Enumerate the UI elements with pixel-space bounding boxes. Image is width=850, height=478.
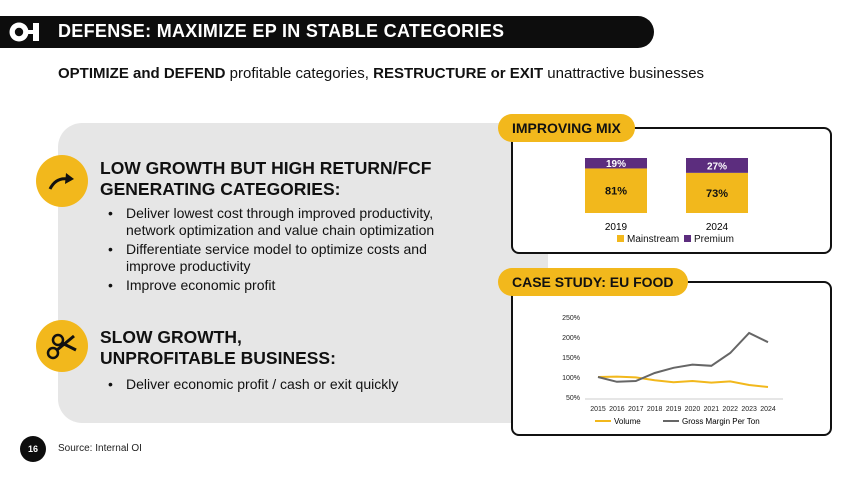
x-tick-label: 2023 (741, 406, 757, 413)
x-tick-label: 2024 (706, 222, 729, 233)
trend-arrow-icon (36, 155, 88, 207)
section-heading-unprofitable: SLOW GROWTH, UNPROFITABLE BUSINESS: (100, 327, 336, 369)
scissors-icon (36, 320, 88, 372)
series-line-gross-margin (597, 331, 769, 383)
legend-label: Premium (694, 234, 734, 245)
subtitle-emphasis-1: OPTIMIZE and DEFEND (58, 65, 226, 82)
case-study-title: CASE STUDY: EU FOOD (498, 268, 688, 296)
improving-mix-card: 81% 19% 73% 27% 2019 2024 Mainstream Premiu… (511, 127, 832, 254)
oi-logo-icon (9, 22, 39, 42)
x-tick-label: 2024 (760, 406, 776, 413)
x-tick-label: 2019 (666, 406, 682, 413)
source-note: Source: Internal OI (58, 443, 142, 454)
legend-label: Mainstream (627, 234, 679, 245)
y-tick-label: 200% (562, 335, 580, 342)
bar-mainstream (585, 168, 647, 213)
page-number: 16 (20, 436, 46, 462)
bullet-list-high-return: Deliver lowest cost through improved pro… (108, 205, 478, 296)
y-tick-label: 150% (562, 355, 580, 362)
legend-swatch-mainstream (617, 235, 624, 242)
case-study-card: 250% 200% 150% 100% 50% 2015 2016 2017 2018 2019 2… (511, 281, 832, 436)
bar-mainstream (686, 172, 748, 213)
section-heading-line: LOW GROWTH BUT HIGH RETURN/FCF (100, 158, 432, 178)
bar-premium (686, 158, 748, 173)
section-heading-line: UNPROFITABLE BUSINESS: (100, 348, 336, 368)
x-tick-label: 2022 (722, 406, 738, 413)
x-tick-label: 2018 (647, 406, 663, 413)
x-tick-label: 2019 (605, 222, 628, 233)
section-heading-line: GENERATING CATEGORIES: (100, 179, 341, 199)
legend-label: Volume (614, 417, 641, 426)
legend-label: Gross Margin Per Ton (682, 417, 760, 426)
subtitle-emphasis-2: RESTRUCTURE or EXIT (373, 65, 544, 82)
x-tick-label: 2017 (628, 406, 644, 413)
data-label-mainstream: 73% (706, 188, 728, 200)
y-tick-label: 250% (562, 315, 580, 322)
data-label-premium: 19% (606, 159, 626, 170)
section-heading-line: SLOW GROWTH, (100, 327, 242, 347)
bullet-item: Differentiate service model to optimize … (108, 241, 478, 275)
y-tick-label: 100% (562, 375, 580, 382)
data-label-premium: 27% (707, 161, 727, 172)
x-tick-label: 2016 (609, 406, 625, 413)
x-tick-label: 2015 (590, 406, 606, 413)
series-line-volume (597, 375, 769, 388)
section-heading-high-return: LOW GROWTH BUT HIGH RETURN/FCF GENERATIN… (100, 158, 431, 200)
mix-chart: 81% 19% 73% 27% 2019 2024 Mainstream Premiu… (585, 158, 748, 245)
bullet-item: Deliver lowest cost through improved pro… (108, 205, 478, 239)
data-label-mainstream: 81% (605, 186, 627, 198)
subtitle: OPTIMIZE and DEFEND profitable categorie… (58, 65, 704, 82)
bar-premium (585, 158, 647, 169)
bullet-list-unprofitable: Deliver economic profit / cash or exit q… (108, 376, 478, 395)
eu-food-chart: 250%200%150%100%50%2015 2016 2017 2018 2019 2… (562, 315, 783, 426)
page-title: DEFENSE: MAXIMIZE EP IN STABLE CATEGORIE… (58, 21, 505, 41)
subtitle-text-2: unattractive businesses (543, 65, 705, 82)
y-tick-label: 50% (566, 395, 580, 402)
bullet-item: Deliver economic profit / cash or exit q… (108, 376, 478, 393)
title-bar: DEFENSE: MAXIMIZE EP IN STABLE CATEGORIE… (0, 16, 654, 48)
subtitle-text-1: profitable categories, (225, 65, 374, 82)
x-tick-label: 2021 (704, 406, 720, 413)
improving-mix-title: IMPROVING MIX (498, 114, 635, 142)
legend-swatch-premium (684, 235, 691, 242)
bullet-item: Improve economic profit (108, 277, 478, 294)
x-tick-label: 2020 (685, 406, 701, 413)
